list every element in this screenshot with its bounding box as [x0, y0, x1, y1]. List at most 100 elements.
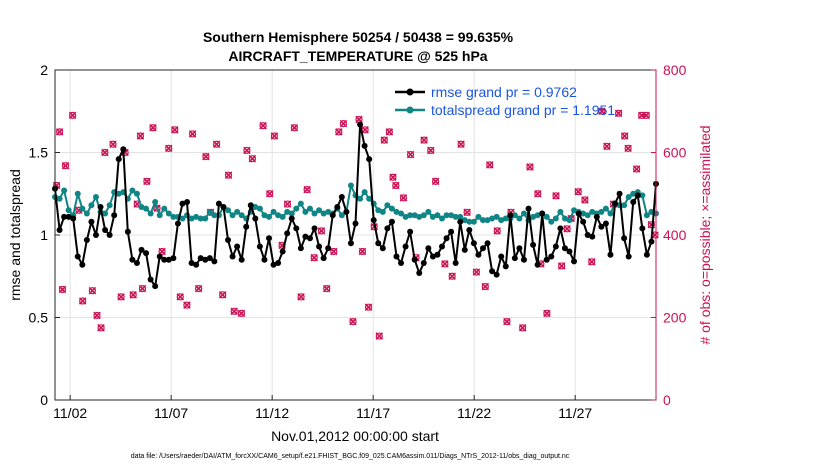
obs-assimilated-marker [563, 225, 571, 233]
totalspread-point [74, 190, 81, 197]
rmse-point [111, 212, 118, 219]
obs-possible-marker [633, 165, 641, 173]
totalspread-point [625, 194, 632, 201]
y-tick-label: 1.5 [29, 145, 49, 161]
x-tick-label: 11/12 [255, 405, 289, 421]
obs-assimilated-marker [218, 291, 227, 299]
rmse-point [602, 220, 609, 227]
obs-assimilated-marker [202, 152, 210, 161]
obs-assimilated-marker [237, 309, 246, 318]
obs-assimilated-marker [380, 136, 389, 144]
obs-possible-marker [534, 190, 542, 198]
totalspread-point [270, 208, 277, 215]
totalspread-point [179, 215, 186, 222]
rmse-point [616, 190, 623, 197]
rmse-point [634, 192, 641, 199]
legend-rmse-label: rmse grand pr = 0.9762 [431, 84, 577, 100]
rmse-point [402, 243, 409, 250]
obs-assimilated-marker [431, 177, 440, 186]
totalspread-point [347, 182, 354, 189]
rmse-point [484, 240, 491, 247]
totalspread-point [552, 215, 559, 222]
y-tick-label: 0 [40, 392, 48, 408]
rmse-point [439, 243, 446, 250]
obs-possible-marker [219, 291, 227, 299]
rmse-point [325, 245, 332, 252]
totalspread-point [443, 212, 450, 219]
totalspread-point [393, 208, 400, 215]
obs-possible-marker [138, 285, 147, 293]
totalspread-point [79, 205, 86, 212]
rmse-point [625, 253, 632, 260]
obs-assimilated-marker [265, 189, 274, 198]
obs-possible-marker [615, 109, 623, 117]
obs-assimilated-marker [385, 128, 394, 136]
obs-assimilated-marker [389, 173, 397, 182]
totalspread-point [252, 203, 259, 210]
obs-possible-marker [230, 307, 238, 315]
obs-possible-marker [431, 177, 440, 185]
obs-possible-marker [56, 128, 64, 136]
obs-possible-marker [270, 132, 278, 140]
obs-assimilated-marker [164, 144, 173, 153]
legend-spread-label: totalspread grand pr = 1.1951 [431, 102, 615, 118]
rmse-point [293, 225, 300, 232]
totalspread-point [530, 213, 537, 220]
obs-assimilated-marker [399, 194, 408, 202]
rmse-point [511, 255, 518, 262]
obs-assimilated-marker [176, 293, 185, 301]
obs-possible-marker [472, 268, 481, 276]
totalspread-point [320, 210, 327, 217]
rmse-point [379, 245, 386, 252]
rmse-point [543, 256, 550, 263]
obs-assimilated-marker [534, 189, 542, 198]
obs-assimilated-marker [68, 111, 77, 120]
obs-possible-marker [149, 124, 157, 132]
obs-assimilated-marker [322, 284, 331, 293]
totalspread-point [466, 218, 473, 225]
rmse-point [621, 235, 628, 242]
obs-assimilated-marker [358, 247, 367, 256]
obs-possible-marker [603, 142, 611, 150]
obs-assimilated-marker [349, 317, 357, 326]
obs-assimilated-marker [355, 115, 363, 124]
totalspread-point [193, 213, 200, 220]
rmse-point [552, 243, 559, 250]
obs-assimilated-marker [194, 284, 203, 293]
obs-assimilated-marker [283, 200, 292, 208]
obs-possible-marker [290, 124, 298, 132]
obs-assimilated-marker [543, 309, 551, 318]
obs-possible-marker [109, 140, 117, 148]
obs-assimilated-marker [581, 196, 589, 204]
x-tick-label: 11/02 [53, 405, 87, 421]
totalspread-point [498, 217, 505, 224]
obs-assimilated-marker [88, 286, 97, 295]
obs-assimilated-marker [598, 107, 606, 116]
obs-possible-marker [330, 247, 338, 256]
totalspread-point [115, 190, 122, 197]
obs-assimilated-marker [557, 262, 566, 270]
totalspread-point [129, 187, 136, 194]
obs-assimilated-marker [248, 154, 257, 163]
rmse-point [188, 260, 195, 267]
totalspread-point [297, 200, 304, 207]
totalspread-point [275, 212, 282, 219]
totalspread-point [561, 215, 568, 222]
rmse-point [466, 227, 473, 234]
obs-possible-marker [117, 293, 125, 301]
totalspread-point [557, 208, 564, 215]
rmse-point [375, 240, 382, 247]
y2-tick-label: 400 [663, 227, 687, 243]
obs-possible-marker [389, 173, 397, 181]
rmse-point [557, 225, 564, 232]
totalspread-point [311, 210, 318, 217]
rmse-point [648, 238, 655, 245]
totalspread-point [306, 205, 313, 212]
totalspread-point [133, 190, 140, 197]
obs-assimilated-marker [188, 130, 197, 138]
obs-assimilated-marker [183, 301, 191, 309]
x-axis-label: Nov.01,2012 00:00:00 start [271, 428, 439, 444]
rmse-point [607, 251, 614, 258]
obs-possible-marker [358, 247, 367, 256]
rmse-point [115, 156, 122, 163]
